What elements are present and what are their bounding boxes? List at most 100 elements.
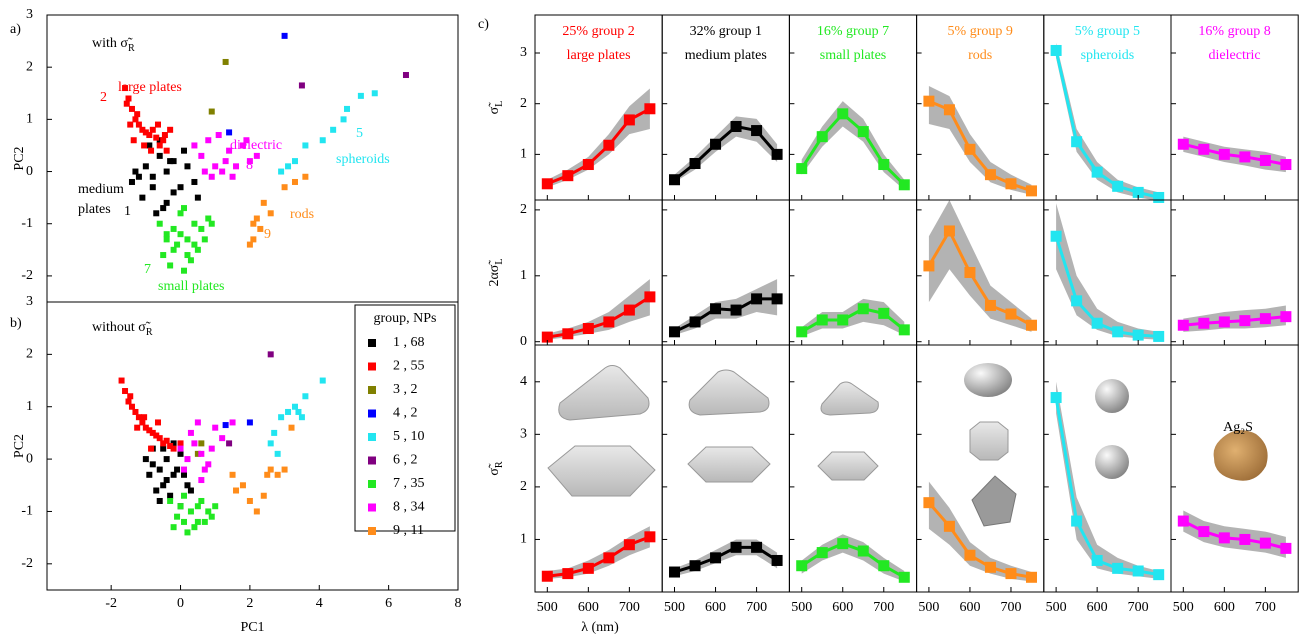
scatter-point — [253, 152, 260, 159]
scatter-point — [219, 435, 226, 442]
scatter-point — [141, 414, 148, 421]
annotation: 2 — [100, 90, 107, 105]
legend-swatch — [368, 362, 376, 371]
scatter-point — [250, 220, 257, 227]
scatter-point — [167, 158, 174, 165]
column-title: 16% group 7 — [817, 24, 889, 39]
scatter-point — [160, 137, 167, 144]
y-tick-label: -2 — [21, 556, 33, 571]
scatter-point — [156, 142, 163, 149]
scatter-point — [122, 388, 129, 395]
line-marker — [1091, 166, 1103, 178]
scatter-point — [212, 163, 219, 170]
scatter-point — [222, 422, 229, 429]
scatter-point — [253, 215, 260, 222]
scatter-point — [194, 503, 201, 510]
scatter-point — [170, 445, 177, 452]
line-marker — [1005, 308, 1017, 320]
line-marker — [943, 104, 955, 116]
x-tick-label: 600 — [705, 600, 726, 615]
legend-swatch — [368, 386, 376, 394]
line-marker — [562, 568, 574, 580]
x-tick-label: 700 — [1255, 600, 1276, 615]
scatter-point — [319, 137, 326, 144]
line-marker — [1025, 571, 1037, 583]
annotation-main: 9 — [264, 227, 271, 242]
scatter-point — [291, 178, 298, 185]
line-marker — [669, 174, 681, 186]
line-marker — [603, 552, 615, 564]
uncertainty-band — [547, 88, 650, 188]
scatter-point — [153, 134, 160, 141]
scatter-point — [139, 419, 146, 426]
scatter-point — [181, 466, 187, 473]
annotation: small plates — [158, 279, 225, 294]
scatter-point — [181, 518, 187, 525]
scatter-point — [267, 440, 274, 447]
scatter-point — [239, 142, 246, 149]
scatter-point — [246, 419, 253, 426]
panel-label: b) — [10, 316, 22, 331]
scatter-point — [160, 482, 167, 489]
scatter-point — [253, 508, 260, 515]
line-marker — [710, 552, 722, 564]
line-marker — [689, 560, 701, 572]
scatter-point — [194, 246, 201, 253]
scatter-point — [194, 419, 201, 426]
x-tick-label: 600 — [1087, 600, 1108, 615]
scatter-point — [163, 147, 170, 154]
scatter-point — [163, 437, 170, 444]
scatter-point — [148, 445, 155, 452]
line-marker — [923, 95, 935, 107]
x-tick-label: -2 — [105, 596, 117, 611]
scatter-point — [187, 429, 194, 436]
annotation-main: 8 — [246, 158, 253, 173]
line-marker — [730, 121, 742, 133]
legend-entry: 3 , 2 — [393, 382, 418, 397]
line-marker — [796, 560, 808, 572]
scatter-point — [170, 158, 177, 165]
scatter-point — [222, 158, 229, 165]
line-marker — [796, 326, 808, 338]
x-tick-label: 600 — [578, 600, 599, 615]
scatter-point — [170, 189, 177, 196]
x-tick-label: 700 — [746, 600, 767, 615]
cell-frame — [661, 199, 790, 346]
line-marker — [562, 328, 574, 340]
annotation-sub: R — [146, 327, 153, 338]
y-tick-label: 1 — [520, 147, 527, 162]
scatter-point — [319, 377, 326, 384]
line-marker — [541, 178, 553, 190]
line-marker — [1177, 515, 1189, 527]
line-marker — [1239, 151, 1251, 163]
scatter-point — [174, 241, 181, 248]
line-marker — [1050, 230, 1062, 242]
line-marker — [1132, 329, 1144, 341]
scatter-point — [170, 246, 177, 253]
line-marker — [623, 304, 635, 316]
x-tick-label: 500 — [664, 600, 685, 615]
y-tick-label: 2 — [520, 96, 527, 111]
x-tick-label: 700 — [1000, 600, 1021, 615]
scatter-point — [194, 518, 201, 525]
column-title: large plates — [567, 48, 631, 63]
column-title: 16% group 8 — [1198, 24, 1270, 39]
annotation: medium — [78, 182, 124, 197]
scatter-point — [181, 147, 187, 154]
annotation: with σ̃R — [92, 36, 135, 54]
scatter-point — [130, 137, 137, 144]
scatter-point — [156, 466, 163, 473]
line-marker — [644, 531, 656, 543]
line-marker — [1112, 180, 1124, 192]
uncertainty-band — [1056, 203, 1159, 340]
scatter-point — [208, 173, 215, 180]
scatter-point — [357, 92, 364, 99]
line-marker — [710, 138, 722, 150]
scatter-point — [198, 450, 205, 457]
shape-octagonal-rod — [969, 421, 1009, 461]
annotation: large plates — [118, 80, 182, 95]
scatter-point — [219, 168, 226, 175]
scatter-point — [177, 440, 184, 447]
x-tick-label: 4 — [316, 596, 323, 611]
line-marker — [730, 541, 742, 553]
